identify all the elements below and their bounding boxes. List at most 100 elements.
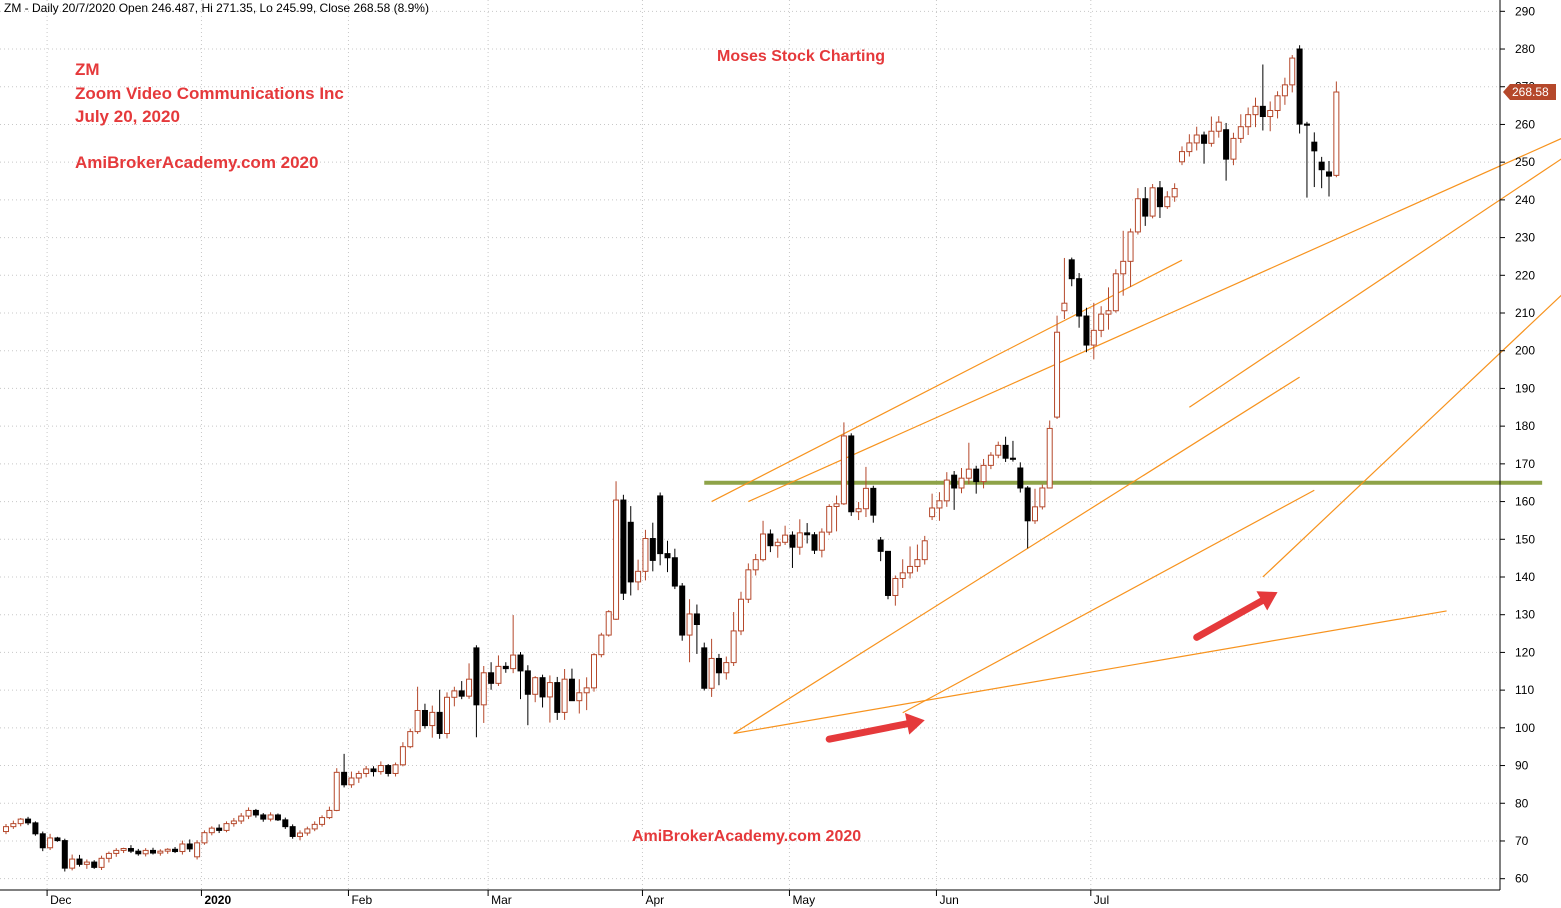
grid-lines bbox=[0, 0, 1500, 890]
candle-body bbox=[914, 559, 921, 567]
candle-body bbox=[1009, 457, 1016, 460]
candle-body bbox=[319, 817, 326, 825]
candle-body bbox=[877, 539, 884, 552]
candle-body bbox=[260, 814, 267, 820]
candle-body bbox=[848, 435, 855, 513]
candle-body bbox=[943, 479, 950, 502]
x-tick-label: Feb bbox=[351, 893, 372, 907]
brand-label: Moses Stock Charting bbox=[717, 48, 886, 65]
candle-body bbox=[1149, 187, 1156, 217]
candle-body bbox=[1134, 198, 1141, 233]
candle-body bbox=[782, 534, 789, 543]
candle-body bbox=[480, 672, 487, 706]
candle-body bbox=[1267, 109, 1274, 118]
candle-body bbox=[840, 435, 847, 505]
candle-body bbox=[1164, 196, 1171, 208]
candle-body bbox=[311, 823, 318, 830]
candle-body bbox=[1076, 278, 1083, 317]
candle-body bbox=[120, 848, 127, 851]
candle-body bbox=[1046, 427, 1053, 489]
candle-body bbox=[929, 507, 936, 518]
candle-body bbox=[223, 823, 230, 831]
candle-body bbox=[642, 538, 649, 572]
x-tick-label: Jul bbox=[1094, 893, 1109, 907]
candle-body bbox=[892, 578, 899, 596]
candle-body bbox=[105, 852, 112, 859]
y-tick-label: 180 bbox=[1515, 419, 1535, 433]
candle-body bbox=[1127, 231, 1134, 262]
x-tick-label: Mar bbox=[491, 893, 512, 907]
candle-body bbox=[98, 857, 105, 868]
y-tick-label: 130 bbox=[1515, 608, 1535, 622]
candle-body bbox=[370, 768, 377, 773]
candle-body bbox=[620, 499, 627, 594]
candle-body bbox=[274, 814, 281, 821]
candle-body bbox=[194, 842, 201, 858]
candle-body bbox=[444, 696, 450, 734]
candle-body bbox=[392, 764, 399, 774]
candle-body bbox=[627, 521, 634, 583]
red-arrow-head bbox=[1256, 591, 1278, 611]
candle-body bbox=[466, 678, 473, 697]
y-tick-label: 120 bbox=[1515, 645, 1535, 659]
y-tick-label: 200 bbox=[1515, 344, 1535, 358]
candle-body bbox=[282, 819, 289, 828]
candle-body bbox=[32, 822, 39, 835]
candle-body bbox=[1193, 134, 1200, 144]
candle-body bbox=[333, 771, 340, 811]
y-tick-label: 90 bbox=[1515, 759, 1529, 773]
candle-body bbox=[745, 569, 752, 600]
candle-body bbox=[635, 570, 642, 583]
candle-body bbox=[414, 709, 421, 733]
candle-body bbox=[83, 861, 90, 865]
candle-body bbox=[539, 677, 546, 698]
candle-body bbox=[1333, 91, 1340, 176]
candle-body bbox=[1215, 121, 1222, 132]
candle-body bbox=[1311, 141, 1318, 152]
candle-body bbox=[1098, 313, 1105, 331]
candle-body bbox=[804, 532, 811, 536]
candle-body bbox=[451, 690, 458, 698]
candle-body bbox=[3, 826, 9, 833]
trendlines bbox=[704, 138, 1561, 735]
candle-body bbox=[679, 585, 686, 636]
candle-body bbox=[510, 654, 517, 670]
candle-body bbox=[936, 500, 943, 509]
candle-body bbox=[186, 843, 193, 850]
candle-body bbox=[385, 765, 392, 774]
y-tick-label: 70 bbox=[1515, 834, 1529, 848]
candle-body bbox=[1024, 487, 1031, 522]
company-name: Zoom Video Communications Inc bbox=[75, 84, 344, 103]
candle-body bbox=[980, 464, 987, 483]
trendline bbox=[748, 138, 1561, 503]
candle-body bbox=[1289, 57, 1296, 86]
candle-body bbox=[532, 677, 539, 695]
candle-body bbox=[17, 818, 24, 825]
chart-date: July 20, 2020 bbox=[75, 107, 180, 126]
site-watermark-top: AmiBrokerAcademy.com 2020 bbox=[75, 153, 319, 172]
candle-body bbox=[25, 818, 32, 824]
candle-body bbox=[561, 678, 568, 713]
candle-body bbox=[164, 848, 171, 852]
y-tick-label: 210 bbox=[1515, 306, 1535, 320]
x-tick-label: Dec bbox=[50, 893, 71, 907]
candle-body bbox=[1318, 161, 1325, 171]
y-tick-label: 290 bbox=[1515, 4, 1535, 18]
candle-body bbox=[69, 858, 76, 869]
candle-body bbox=[664, 553, 671, 559]
trendline bbox=[711, 259, 1183, 503]
candle-body bbox=[1017, 467, 1024, 489]
candle-body bbox=[297, 832, 303, 837]
candle-body bbox=[826, 505, 833, 533]
candle-body bbox=[789, 534, 796, 548]
candle-body bbox=[657, 495, 664, 555]
candle-body bbox=[127, 848, 134, 852]
candle-body bbox=[252, 809, 259, 816]
candle-body bbox=[216, 827, 223, 831]
candle-body bbox=[429, 711, 436, 727]
candle-body bbox=[54, 837, 61, 842]
red-arrow-head bbox=[904, 712, 925, 735]
candle-body bbox=[973, 468, 980, 483]
candle-body bbox=[591, 654, 597, 689]
